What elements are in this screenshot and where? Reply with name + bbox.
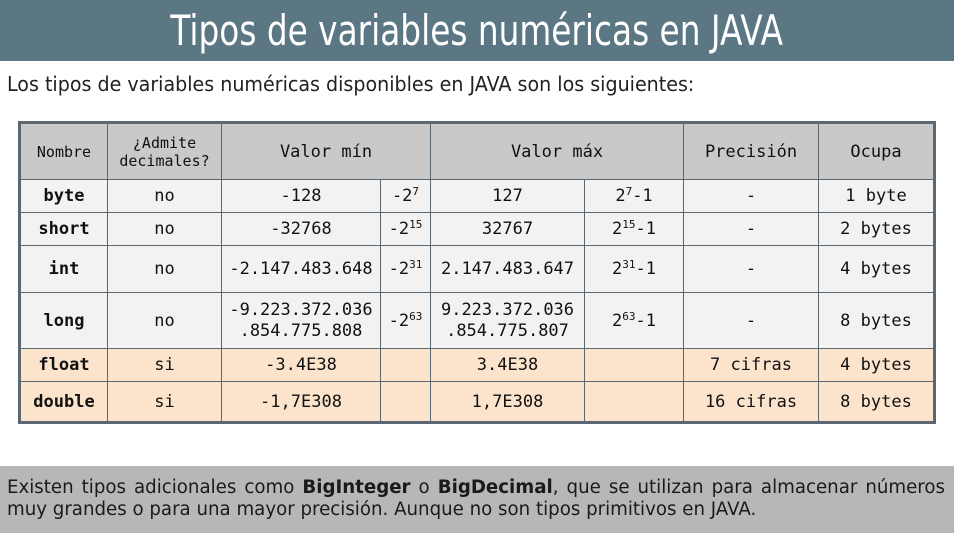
precision: - <box>683 292 819 349</box>
table-row: int no -2.147.483.648 -231 2.147.483.647… <box>19 245 935 293</box>
table-row: float si -3.4E38 3.4E38 7 cifras 4 bytes <box>19 348 935 382</box>
min-value: -1,7E308 <box>221 381 381 423</box>
header-row: Nombre ¿Admite decimales? Valor mín Valo… <box>19 122 935 180</box>
intro-text: Los tipos de variables numéricas disponi… <box>7 72 695 96</box>
admits-decimals: no <box>107 179 222 213</box>
admits-decimals: si <box>107 348 222 382</box>
min-value: -2.147.483.648 <box>221 245 381 293</box>
min-value: -3.4E38 <box>221 348 381 382</box>
precision: - <box>683 245 819 293</box>
page-title: Tipos de variables numéricas en JAVA <box>170 6 784 55</box>
type-name: double <box>19 381 108 423</box>
title-bar: Tipos de variables numéricas en JAVA <box>0 0 954 61</box>
precision: - <box>683 212 819 246</box>
size: 4 bytes <box>818 348 935 382</box>
max-value: 2.147.483.647 <box>430 245 585 293</box>
admits-decimals: no <box>107 212 222 246</box>
type-name: short <box>19 212 108 246</box>
admits-decimals: no <box>107 292 222 349</box>
max-power <box>584 381 684 423</box>
admits-decimals: si <box>107 381 222 423</box>
max-value: 127 <box>430 179 585 213</box>
min-power: -231 <box>380 245 431 293</box>
table-row: double si -1,7E308 1,7E308 16 cifras 8 b… <box>19 381 935 423</box>
precision: 16 cifras <box>683 381 819 423</box>
header-min: Valor mín <box>221 122 431 180</box>
type-name: byte <box>19 179 108 213</box>
header-size: Ocupa <box>818 122 935 180</box>
min-power <box>380 348 431 382</box>
size: 2 bytes <box>818 212 935 246</box>
table-row: long no -9.223.372.036.854.775.808 -263 … <box>19 292 935 349</box>
min-value: -32768 <box>221 212 381 246</box>
max-power: 27-1 <box>584 179 684 213</box>
precision: - <box>683 179 819 213</box>
max-value: 3.4E38 <box>430 348 585 382</box>
size: 4 bytes <box>818 245 935 293</box>
max-value: 9.223.372.036.854.775.807 <box>430 292 585 349</box>
footer-note: Existen tipos adicionales como BigIntege… <box>0 466 954 533</box>
max-power: 215-1 <box>584 212 684 246</box>
size: 1 byte <box>818 179 935 213</box>
min-power <box>380 381 431 423</box>
max-value: 32767 <box>430 212 585 246</box>
header-decimals: ¿Admite decimales? <box>107 122 222 180</box>
max-power: 263-1 <box>584 292 684 349</box>
size: 8 bytes <box>818 292 935 349</box>
min-value: -128 <box>221 179 381 213</box>
min-power: -215 <box>380 212 431 246</box>
biginteger-label: BigInteger <box>302 477 411 498</box>
size: 8 bytes <box>818 381 935 423</box>
numeric-types-table: Nombre ¿Admite decimales? Valor mín Valo… <box>18 121 936 424</box>
header-max: Valor máx <box>430 122 684 180</box>
footer-text: Existen tipos adicionales como BigIntege… <box>7 477 945 520</box>
type-name: float <box>19 348 108 382</box>
header-name: Nombre <box>19 122 108 180</box>
type-name: long <box>19 292 108 349</box>
max-power: 231-1 <box>584 245 684 293</box>
precision: 7 cifras <box>683 348 819 382</box>
header-precision: Precisión <box>683 122 819 180</box>
admits-decimals: no <box>107 245 222 293</box>
type-name: int <box>19 245 108 293</box>
table-row: byte no -128 -27 127 27-1 - 1 byte <box>19 179 935 213</box>
max-power <box>584 348 684 382</box>
max-value: 1,7E308 <box>430 381 585 423</box>
min-power: -263 <box>380 292 431 349</box>
table-row: short no -32768 -215 32767 215-1 - 2 byt… <box>19 212 935 246</box>
min-value: -9.223.372.036.854.775.808 <box>221 292 381 349</box>
min-power: -27 <box>380 179 431 213</box>
bigdecimal-label: BigDecimal <box>437 477 553 498</box>
